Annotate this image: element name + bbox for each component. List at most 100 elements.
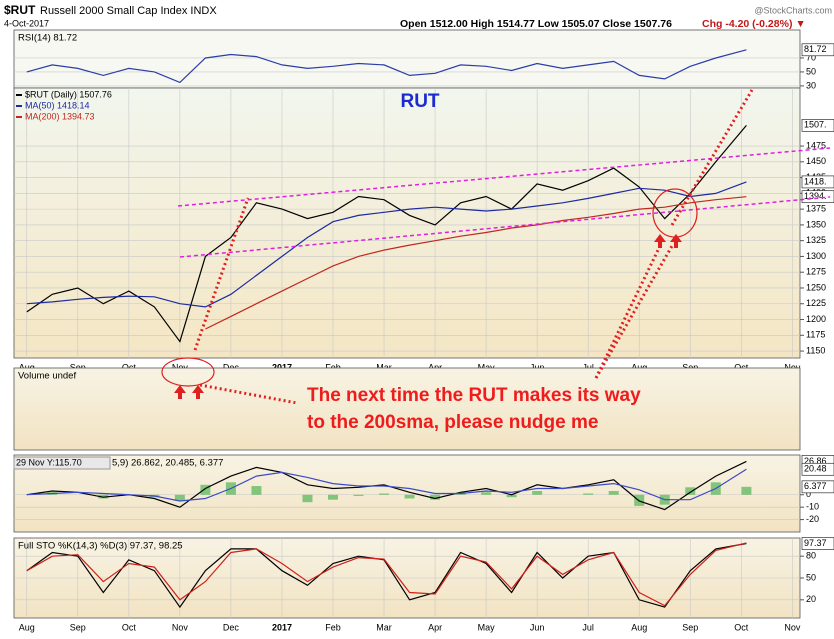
y-tick-label: 1300 [806,251,826,261]
histogram-bar [353,494,364,496]
histogram-bar [532,491,543,495]
x-tick-label: Aug [631,362,647,372]
value-badge [801,480,834,494]
panel-title: RSI(14) 81.72 [18,33,77,44]
x-tick-label: Jul [582,622,594,632]
y-tick-label: 1450 [806,156,826,166]
x-tick-label: Nov [784,362,801,372]
drawings [161,89,831,405]
histogram-bar [174,494,185,501]
x-tick-label: Nov [784,622,801,632]
channel-bottom [179,196,831,258]
histogram-bar [200,484,211,495]
y-tick-label: 1350 [806,219,826,229]
histogram-bar [430,494,441,500]
series-line [26,542,747,607]
histogram-bar [608,491,619,495]
value-badge-label: 6.377 [804,481,827,491]
value-badge [801,43,834,57]
panel-title: Full STO %K(14,3) %D(3) 97.37, 98.25 [18,541,183,552]
x-tick-label: May [478,362,496,372]
histogram-bar [741,486,752,495]
series-line [26,49,747,84]
series-line [26,125,747,343]
x-tick-label: Sep [682,622,698,632]
x-tick-label: Apr [428,362,442,372]
value-badge-label: 81.72 [804,44,827,54]
plots: 30 50 70 RSI(14) 81.72 81.72 1150 1175 1200 1225… [13,29,834,632]
annotation: The next time the RUT makes its way [307,385,641,406]
trend-line [193,197,250,351]
watermark: @StockCharts.com [754,5,832,15]
x-tick-label: Nov [172,622,189,632]
x-tick-label: Sep [682,362,698,372]
histogram-bar [583,493,594,495]
pointer-line [594,245,674,379]
value-badge [801,119,834,132]
histogram-bar [302,494,313,503]
x-tick-label: Jun [530,362,545,372]
value-badge [801,175,834,189]
y-tick-label: -10 [806,502,819,512]
x-tick-label: Feb [325,362,341,372]
x-tick-label: Nov [172,362,189,372]
x-tick-label: Oct [122,362,137,372]
y-tick-label: 1475 [806,140,826,150]
x-tick-label: 2017 [272,622,292,632]
change: Chg -4.20 (-0.28%) ▼ [702,18,806,30]
y-tick-label: 30 [806,80,816,90]
series-line [26,460,747,511]
x-tick-label: Sep [70,362,86,372]
series-line [205,196,747,330]
pointer-line [199,383,298,405]
x-tick-label: Mar [376,622,392,632]
date: 4-Oct-2017 [4,18,49,28]
y-tick-label: 80 [806,551,816,561]
x-tick-label: May [478,622,496,632]
y-tick-label: 1275 [806,267,826,277]
series-line [26,181,747,308]
x-tick-label: Sep [70,622,86,632]
x-tick-label: Dec [223,362,240,372]
panel-title: 5,9) 26.862, 20.485, 6.377 [112,458,223,469]
x-tick-label: Oct [734,622,749,632]
x-tick-label: Mar [376,362,392,372]
x-tick-label: 2017 [272,362,292,372]
y-tick-label: 70 [806,52,816,62]
y-tick-label: 1175 [806,330,825,340]
value-badge [801,462,834,476]
histogram-bar [685,487,696,495]
panel [13,367,801,451]
histogram-bar [481,492,492,495]
tag-box [13,456,111,470]
y-tick-label: 20 [806,594,816,604]
y-tick-label: -20 [806,514,819,524]
panel-title: Volume undef [18,371,76,382]
x-tick-label: Aug [631,622,647,632]
y-tick-label: 1375 [806,203,826,213]
x-tick-label: Oct [734,362,749,372]
annotation: to the 200sma, please nudge me [307,412,598,433]
x-tick-label: Jul [582,362,594,372]
x-tick-label: Aug [19,622,35,632]
y-tick-label: 0 [806,489,811,499]
value-badge-label: 1394. [804,191,827,201]
x-tick-label: Feb [325,622,341,632]
histogram-bar [327,494,338,500]
legend-entry: $RUT (Daily) 1507.76 [25,89,112,99]
x-tick-label: Aug [19,362,35,372]
panel [13,454,801,533]
histogram-bar [251,486,262,495]
quote: Open 1512.00 High 1514.77 Low 1505.07 Cl… [400,18,672,30]
y-tick-label: 1200 [806,314,826,324]
legend-entry: MA(200) 1394.73 [25,111,95,121]
x-tick-label: Dec [223,622,240,632]
y-tick-label: 50 [806,66,816,76]
histogram-bar [379,493,390,495]
series-line [26,468,747,502]
y-tick-label: 1325 [806,235,826,245]
x-tick-label: Oct [122,622,137,632]
value-badge-label: 97.37 [804,538,827,548]
y-tick-label: 1225 [806,298,826,308]
